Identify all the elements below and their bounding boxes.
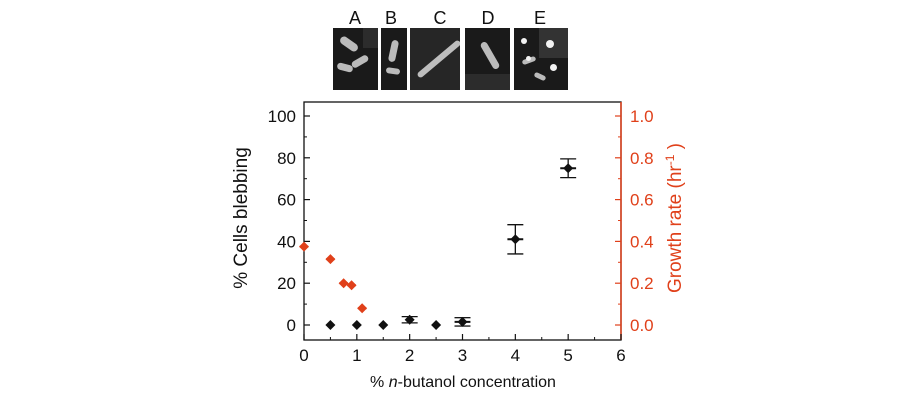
micrograph-b — [381, 28, 407, 90]
y-left-tick-label: 60 — [277, 191, 296, 210]
x-tick-label: 1 — [352, 346, 361, 365]
y-right-tick-label: 0.8 — [630, 149, 654, 168]
blebbing-point — [457, 316, 468, 327]
panel-label-c: C — [433, 8, 447, 28]
growth-rate-point — [325, 254, 336, 265]
blebbing-point — [431, 320, 442, 330]
x-tick-label: 3 — [458, 346, 467, 365]
y-left-axis-label: % Cells blebbing — [231, 147, 252, 289]
x-label-italic: n — [389, 374, 398, 391]
panel-label-a: A — [348, 8, 361, 28]
y-right-tick-label: 0.6 — [630, 191, 654, 210]
blebbing-point — [510, 234, 521, 245]
y-right-tick-label: 0.0 — [630, 316, 654, 335]
x-tick-label: 6 — [616, 346, 625, 365]
marks — [299, 158, 577, 330]
panel-label-d: D — [481, 8, 495, 28]
y-right-tick-label: 0.2 — [630, 274, 654, 293]
y-right-label-end: ) — [665, 143, 686, 155]
y-right-tick-label: 0.4 — [630, 232, 654, 251]
panel-label-b: B — [384, 8, 397, 28]
panel-label-e: E — [533, 8, 546, 28]
blebbing-point — [325, 320, 336, 330]
micrograph-c — [410, 28, 460, 90]
y-right-tick-label: 1.0 — [630, 107, 654, 126]
growth-rate-point — [346, 280, 357, 291]
x-tick-label: 0 — [299, 346, 308, 365]
blebbing-point — [351, 320, 362, 330]
y-left-tick-label: 40 — [277, 232, 296, 251]
x-tick-label: 2 — [405, 346, 414, 365]
y-left-tick-label: 0 — [287, 316, 296, 335]
x-axis-label: % n-butanol concentration — [370, 374, 556, 391]
y-left-tick-label: 80 — [277, 149, 296, 168]
plot-frame — [303, 101, 622, 341]
growth-rate-point — [357, 303, 368, 314]
blebbing-point — [378, 320, 389, 330]
growth-rate-point — [338, 278, 349, 289]
y-right-axis-label: Growth rate (hr-1 ) — [663, 143, 686, 293]
x-tick-label: 4 — [511, 346, 520, 365]
axis-labels: % Cells blebbing Growth rate (hr-1 ) % n… — [231, 143, 686, 391]
x-label-prefix: % — [370, 374, 389, 391]
micrograph-a — [333, 28, 378, 90]
x-tick-label: 5 — [563, 346, 572, 365]
x-label-suffix: -butanol concentration — [398, 374, 556, 391]
growth-rate-point — [299, 241, 309, 252]
y-left-tick-label: 100 — [268, 107, 296, 126]
micrograph-e — [514, 28, 568, 90]
micrograph-d — [465, 28, 510, 90]
y-right-label-main: Growth rate (hr — [665, 165, 686, 293]
blebbing-point — [563, 163, 574, 174]
y-right-label-sup: -1 — [663, 154, 677, 165]
blebbing-point — [404, 314, 415, 325]
y-left-tick-label: 20 — [277, 274, 296, 293]
